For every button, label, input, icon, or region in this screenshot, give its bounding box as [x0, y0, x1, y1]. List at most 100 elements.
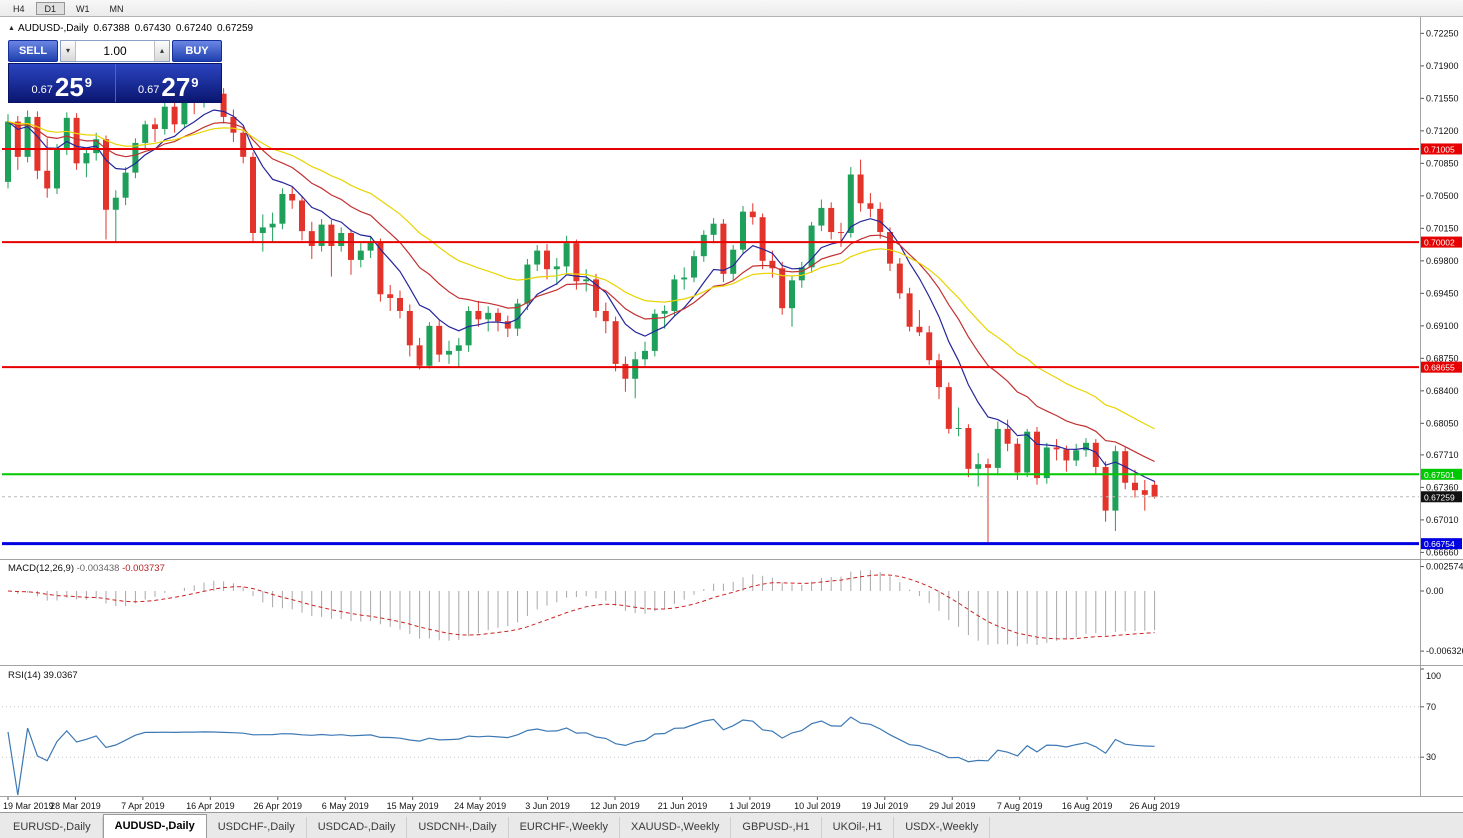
- chart-tab-xauusd[interactable]: XAUUSD-,Weekly: [619, 817, 732, 838]
- candle-body: [299, 200, 305, 232]
- chart-tab-gbpusd[interactable]: GBPUSD-,H1: [731, 817, 822, 838]
- timeframe-h4-button[interactable]: H4: [4, 2, 34, 15]
- chart-tab-eurusd[interactable]: EURUSD-,Daily: [2, 817, 103, 838]
- pane-separators: [0, 16, 1463, 797]
- candle-body: [240, 132, 247, 157]
- current-price-tag: [1421, 491, 1462, 503]
- timeframe-mn-button[interactable]: MN: [101, 2, 133, 15]
- rsi-name: RSI(14): [8, 670, 41, 681]
- date-label: 16 Aug 2019: [1062, 801, 1113, 811]
- macd-indicator-label: MACD(12,26,9) -0.003438 -0.003737: [8, 563, 165, 574]
- candle-body: [367, 242, 374, 251]
- buy-price[interactable]: 0.67 27 9: [116, 64, 222, 102]
- chart-tab-eurchf[interactable]: EURCHF-,Weekly: [508, 817, 620, 838]
- price-axis-label: 0.68050: [1426, 418, 1459, 428]
- candle-body: [857, 174, 864, 204]
- candle-body: [1083, 442, 1089, 451]
- candle-body: [485, 312, 492, 320]
- candle-body: [926, 332, 933, 361]
- date-label: 3 Jun 2019: [525, 801, 570, 811]
- date-label: 26 Aug 2019: [1129, 801, 1180, 811]
- hlines-layer: 0.71005 0.70002 0.68655 0.67501 0.66754 0.672…: [2, 143, 1462, 550]
- candle-body: [1004, 428, 1011, 444]
- one-click-trading-panel: SELL ▾ 1.00 ▴ BUY 0.67 25 9 0.67 27 9: [8, 40, 222, 103]
- candle-body: [945, 387, 952, 429]
- hline-price-tag: [1421, 468, 1462, 480]
- candle-body: [181, 98, 188, 125]
- candle-body: [622, 363, 629, 379]
- price-axis-label: 0.70500: [1426, 191, 1459, 201]
- candle-body: [63, 117, 70, 150]
- candle-body: [544, 250, 550, 270]
- candle-body: [632, 359, 639, 379]
- candle-body: [1132, 482, 1138, 491]
- timeframe-w1-button[interactable]: W1: [67, 2, 99, 15]
- candle-body: [1102, 466, 1109, 511]
- candle-body: [152, 124, 158, 129]
- candle-body: [720, 223, 727, 274]
- ohlc-low: 0.67240: [175, 23, 212, 34]
- volume-input[interactable]: 1.00: [103, 44, 127, 58]
- candle-body: [906, 293, 913, 327]
- volume-increase-icon[interactable]: ▴: [154, 41, 169, 61]
- hline-price-tag: [1421, 361, 1462, 373]
- date-label: 28 Mar 2019: [50, 801, 101, 811]
- trade-controls-row: SELL ▾ 1.00 ▴ BUY: [8, 40, 222, 62]
- candle-body: [867, 203, 874, 209]
- price-axis-label: 0.69800: [1426, 256, 1459, 266]
- sell-button[interactable]: SELL: [8, 40, 58, 62]
- chart-tab-ukoil[interactable]: UKOil-,H1: [821, 817, 895, 838]
- date-label: 16 Apr 2019: [186, 801, 235, 811]
- candle-body: [436, 325, 443, 355]
- candle-body: [808, 225, 815, 268]
- candle-body: [759, 217, 766, 261]
- candle-body: [798, 267, 805, 281]
- chart-tab-usdchf[interactable]: USDCHF-,Daily: [206, 817, 307, 838]
- hline-price-tag: [1421, 538, 1462, 550]
- timeframe-d1-button[interactable]: D1: [35, 1, 66, 15]
- candles-layer: [5, 76, 1158, 543]
- volume-control[interactable]: ▾ 1.00 ▴: [60, 40, 170, 62]
- hline-price-tag-label: 0.67501: [1424, 470, 1455, 480]
- candle-body: [1141, 490, 1148, 495]
- hline-price-tag-label: 0.71005: [1424, 144, 1455, 154]
- chart-tab-usdcnh[interactable]: USDCNH-,Daily: [407, 817, 509, 838]
- rsi-axis-label: 30: [1426, 752, 1436, 762]
- moving-averages-layer: [7, 109, 1155, 482]
- price-axis-label: 0.70150: [1426, 223, 1459, 233]
- candle-body: [975, 464, 982, 469]
- chart-tab-audusd[interactable]: AUDUSD-,Daily: [102, 814, 207, 838]
- volume-decrease-icon[interactable]: ▾: [61, 41, 76, 61]
- macd-axis-label: 0.00: [1426, 586, 1444, 596]
- date-label: 29 Jul 2019: [929, 801, 976, 811]
- candle-body: [44, 170, 51, 189]
- timeframe-toolbar: H4 D1 W1 MN: [0, 0, 1463, 17]
- candle-body: [289, 193, 296, 201]
- candle-body: [446, 350, 452, 355]
- price-axis-label: 0.71550: [1426, 93, 1459, 103]
- macd-main-value: -0.003438: [76, 563, 120, 574]
- sell-price[interactable]: 0.67 25 9: [9, 64, 115, 102]
- candle-body: [887, 232, 893, 264]
- candle-body: [338, 232, 345, 246]
- candle-body: [387, 294, 394, 298]
- candle-body: [730, 249, 737, 274]
- chart-tab-bar: EURUSD-,Daily AUDUSD-,Daily USDCHF-,Dail…: [0, 812, 1463, 838]
- sell-price-prefix: 0.67: [31, 84, 53, 96]
- candle-body: [1151, 484, 1158, 497]
- buy-button[interactable]: BUY: [172, 40, 222, 62]
- candle-body: [1063, 449, 1070, 461]
- chart-tab-usdcad[interactable]: USDCAD-,Daily: [306, 817, 408, 838]
- candle-body: [83, 153, 90, 164]
- candle-body: [700, 234, 707, 257]
- date-label: 15 May 2019: [387, 801, 439, 811]
- candle-body: [1024, 431, 1031, 473]
- candle-body: [416, 345, 423, 366]
- candle-body: [847, 174, 854, 233]
- date-label: 19 Mar 2019: [3, 801, 54, 811]
- date-label: 7 Apr 2019: [121, 801, 165, 811]
- buy-price-pips: 27: [161, 72, 191, 102]
- chart-tab-usdx[interactable]: USDX-,Weekly: [894, 817, 991, 838]
